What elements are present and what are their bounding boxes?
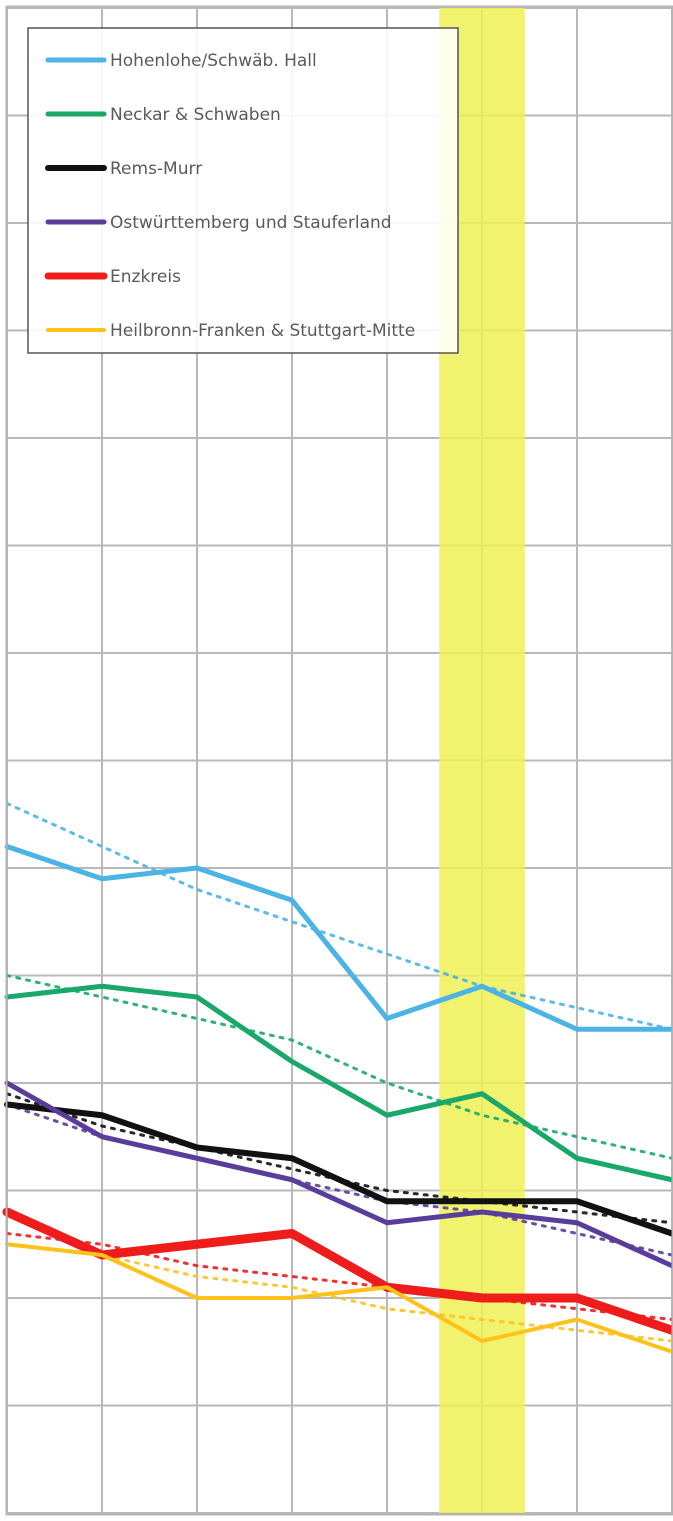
legend-label: Hohenlohe/Schwäb. Hall — [110, 51, 317, 71]
series-trend-line — [5, 974, 673, 1160]
legend-label: Neckar & Schwaben — [110, 105, 281, 125]
series-trend-line — [5, 802, 673, 1031]
legend-label: Heilbronn-Franken & Stuttgart-Mitte — [110, 321, 415, 341]
legend-label: Enzkreis — [110, 267, 181, 287]
legend-label: Rems-Murr — [110, 159, 202, 179]
series-line — [4, 844, 673, 1032]
series-line — [4, 1080, 673, 1269]
series-trend-line — [5, 1103, 673, 1257]
series-line — [4, 983, 673, 1183]
series-trend-line — [5, 1242, 673, 1343]
series-line — [5, 1242, 673, 1354]
series-line — [2, 1207, 673, 1335]
series-lines — [2, 844, 673, 1354]
series-trend-line — [5, 1232, 673, 1321]
legend-label: Ostwürttemberg und Stauferland — [110, 213, 392, 233]
legend: Hohenlohe/Schwäb. Hall Neckar & Schwaben R… — [27, 27, 459, 354]
series-line — [4, 1101, 673, 1237]
legend-box — [27, 27, 459, 354]
